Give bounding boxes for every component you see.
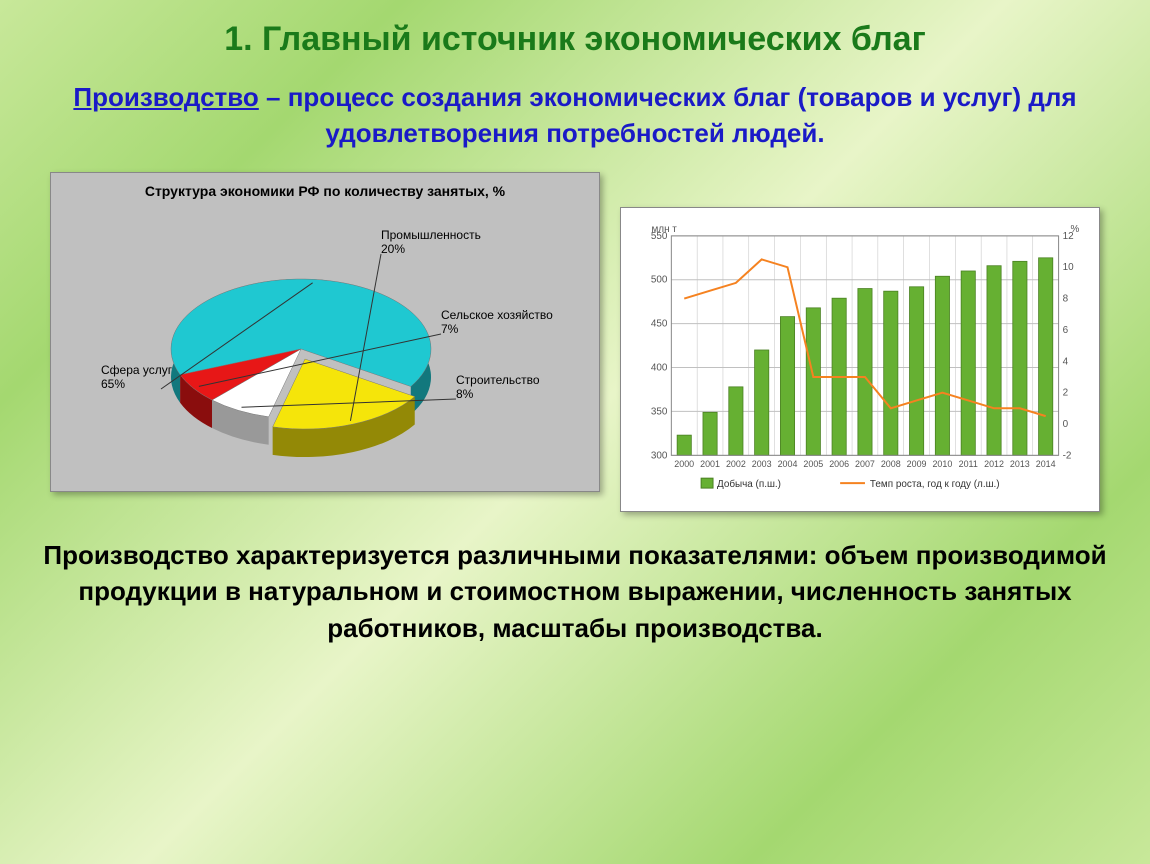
svg-text:2001: 2001 xyxy=(700,459,720,469)
svg-text:4: 4 xyxy=(1063,356,1069,367)
definition-text: Производство – процесс создания экономич… xyxy=(40,79,1110,152)
definition-rest: – процесс создания экономических благ (т… xyxy=(259,82,1077,148)
svg-text:450: 450 xyxy=(651,318,668,329)
bar-chart: 300350400450500550-2024681012млн т%20002… xyxy=(631,218,1089,501)
svg-text:2: 2 xyxy=(1063,387,1069,398)
svg-text:2014: 2014 xyxy=(1036,459,1056,469)
svg-text:2010: 2010 xyxy=(932,459,952,469)
svg-text:%: % xyxy=(1071,224,1080,235)
svg-text:Сфера услуг65%: Сфера услуг65% xyxy=(101,363,173,391)
svg-text:2012: 2012 xyxy=(984,459,1004,469)
svg-text:350: 350 xyxy=(651,406,668,417)
svg-text:2005: 2005 xyxy=(803,459,823,469)
slide-title: 1. Главный источник экономических благ xyxy=(40,20,1110,59)
svg-text:Темп роста, год к году (л.ш.): Темп роста, год к году (л.ш.) xyxy=(870,479,1000,490)
svg-text:0: 0 xyxy=(1063,419,1069,430)
svg-text:Строительство8%: Строительство8% xyxy=(456,373,540,401)
definition-term: Производство xyxy=(73,82,258,112)
pie-chart-panel: Структура экономики РФ по количеству зан… xyxy=(50,172,600,492)
bar-chart-panel: 300350400450500550-2024681012млн т%20002… xyxy=(620,207,1100,512)
charts-container: Структура экономики РФ по количеству зан… xyxy=(40,172,1110,512)
svg-text:400: 400 xyxy=(651,362,668,373)
svg-text:500: 500 xyxy=(651,275,668,286)
svg-text:Сельское хозяйство7%: Сельское хозяйство7% xyxy=(441,308,553,336)
svg-text:млн т: млн т xyxy=(651,224,677,235)
svg-text:2013: 2013 xyxy=(1010,459,1030,469)
svg-text:10: 10 xyxy=(1063,262,1075,273)
svg-text:2004: 2004 xyxy=(778,459,798,469)
svg-text:-2: -2 xyxy=(1063,450,1072,461)
svg-text:2007: 2007 xyxy=(855,459,875,469)
pie-chart-title: Структура экономики РФ по количеству зан… xyxy=(61,183,589,199)
svg-text:2003: 2003 xyxy=(752,459,772,469)
svg-text:2006: 2006 xyxy=(829,459,849,469)
svg-text:Промышленность20%: Промышленность20% xyxy=(381,228,481,256)
pie-chart: Сфера услуг65% Промышленность20% Строитель… xyxy=(61,209,589,469)
svg-text:2000: 2000 xyxy=(674,459,694,469)
svg-text:8: 8 xyxy=(1063,293,1069,304)
svg-text:2008: 2008 xyxy=(881,459,901,469)
svg-text:2009: 2009 xyxy=(907,459,927,469)
svg-text:Добыча (п.ш.): Добыча (п.ш.) xyxy=(717,479,781,490)
svg-text:6: 6 xyxy=(1063,325,1069,336)
svg-text:300: 300 xyxy=(651,450,668,461)
svg-text:2002: 2002 xyxy=(726,459,746,469)
svg-text:2011: 2011 xyxy=(959,459,978,469)
bottom-paragraph: Производство характеризуется различными … xyxy=(40,537,1110,646)
